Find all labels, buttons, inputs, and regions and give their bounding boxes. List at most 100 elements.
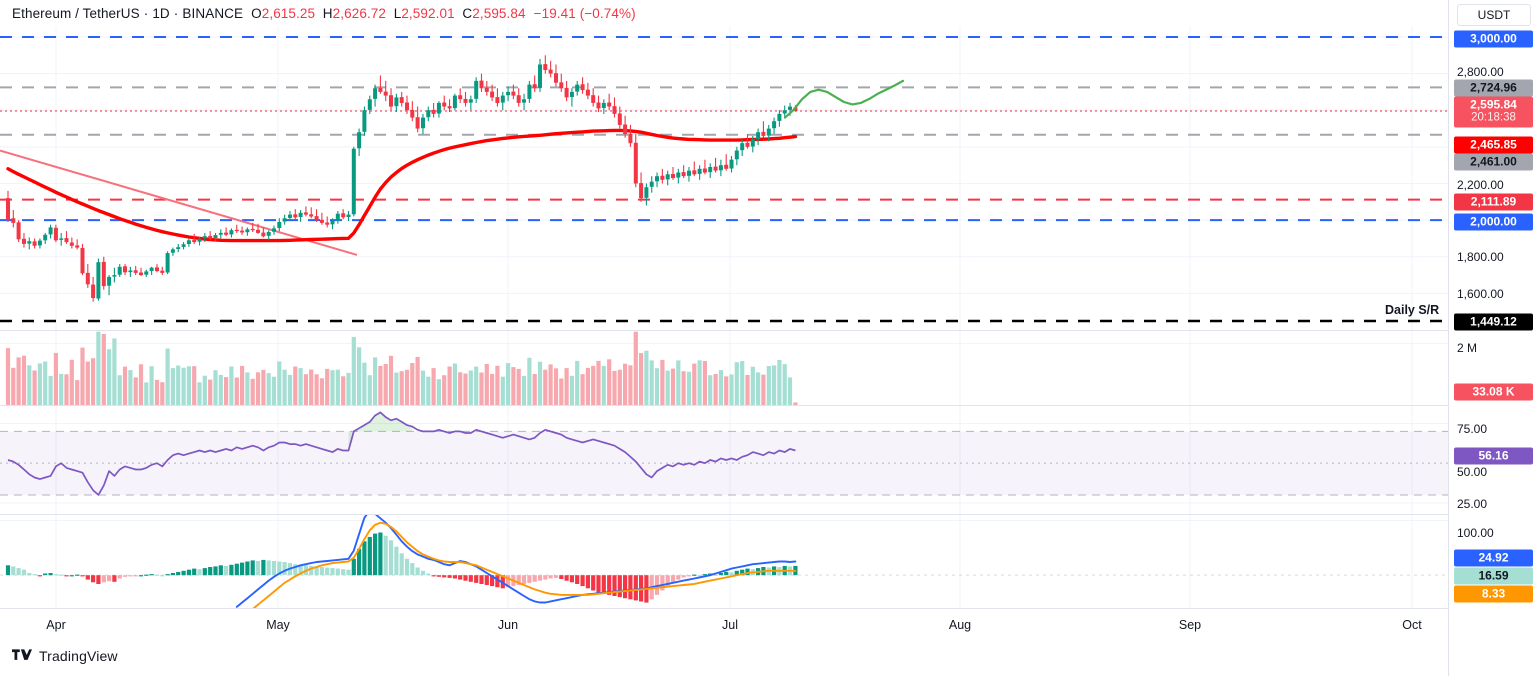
macd-signal-line[interactable]	[252, 521, 797, 608]
macd-histogram-bar	[521, 575, 527, 584]
macd-histogram-bar	[468, 575, 473, 582]
pane-separator-price-volume[interactable]	[0, 330, 1448, 331]
volume-bar	[255, 372, 261, 405]
volume-bar	[506, 363, 511, 405]
candle-body	[309, 214, 314, 217]
macd-histogram-bar	[282, 562, 287, 576]
candle-body	[112, 275, 117, 277]
macd-histogram-bar	[133, 575, 138, 577]
axis-price-tag[interactable]: 2,595.84 20:18:38	[1454, 96, 1533, 128]
axis-price-tag[interactable]: 24.92	[1454, 549, 1533, 567]
time-axis[interactable]: Apr May Jun Jul Aug Sep Oct	[0, 608, 1448, 641]
candle-body	[660, 175, 665, 180]
currency-unit-badge[interactable]: USDT	[1457, 4, 1531, 26]
forecast-projection-line[interactable]	[783, 79, 905, 119]
macd-histogram-bar	[149, 574, 154, 576]
candle-body	[458, 95, 463, 100]
axis-price-tag[interactable]: 3,000.00	[1454, 30, 1533, 48]
macd-histogram-bar	[458, 575, 463, 580]
volume-bar	[208, 379, 213, 405]
candle-body	[761, 131, 766, 136]
candle-body	[277, 222, 282, 228]
candle-body	[160, 270, 165, 273]
time-axis-label: May	[266, 618, 290, 632]
interval-label[interactable]: 1D	[152, 5, 170, 21]
pane-separator-rsi-macd[interactable]	[0, 514, 1448, 515]
volume-bar	[351, 336, 356, 405]
rsi-line[interactable]	[7, 411, 796, 496]
macd-histogram-bar	[410, 563, 415, 576]
volume-bar	[686, 371, 692, 405]
volume-bar	[713, 374, 718, 405]
candle-body	[22, 238, 26, 244]
candle-body	[107, 276, 112, 286]
volume-bar	[447, 366, 452, 405]
exchange-label[interactable]: BINANCE	[182, 5, 244, 21]
axis-price-tag[interactable]: 2,465.85	[1454, 136, 1533, 154]
macd-line[interactable]	[235, 515, 797, 608]
candle-body	[463, 98, 468, 103]
axis-tick-label: 25.00	[1457, 497, 1488, 511]
trendline[interactable]	[0, 149, 358, 256]
volume-bar	[80, 347, 85, 405]
macd-histogram-bar	[745, 568, 750, 576]
macd-histogram-bar	[309, 565, 314, 576]
candle-body	[559, 82, 564, 89]
volume-bar	[181, 367, 186, 405]
rsi-chart-svg	[0, 406, 1448, 514]
axis-price-tag[interactable]: 2,461.00	[1454, 153, 1533, 171]
macd-pane[interactable]	[0, 515, 1448, 608]
volume-bar	[463, 373, 468, 405]
macd-histogram-bar	[442, 575, 447, 578]
open-value: 2,615.25	[261, 5, 316, 21]
volume-bar	[287, 374, 293, 405]
macd-histogram-bar	[718, 573, 723, 576]
macd-histogram-bar	[271, 561, 277, 576]
axis-price-tag[interactable]: 33.08 K	[1454, 383, 1533, 401]
axis-price-tag[interactable]: 2,724.96	[1454, 79, 1533, 97]
macd-histogram-bar	[80, 575, 85, 577]
axis-price-tag[interactable]: 2,111.89	[1454, 193, 1533, 211]
candle-body	[240, 230, 245, 233]
macd-histogram-bar	[729, 572, 734, 576]
symbol-name[interactable]: Ethereum / TetherUS	[12, 5, 140, 21]
macd-histogram-bar	[255, 561, 261, 576]
macd-histogram-bar	[527, 575, 532, 583]
pane-separator-volume-rsi[interactable]	[0, 405, 1448, 406]
macd-histogram-bar	[5, 565, 11, 576]
volume-bar	[660, 359, 665, 405]
macd-histogram-bar	[575, 575, 580, 584]
volume-bar	[782, 364, 787, 405]
time-axis-label: Oct	[1402, 618, 1422, 632]
macd-histogram-bar	[229, 564, 234, 576]
axis-price-tag[interactable]: 8.33	[1454, 585, 1533, 603]
macd-histogram-bar	[240, 562, 245, 576]
macd-histogram-bar	[660, 575, 665, 591]
moving-average-line[interactable]	[6, 128, 798, 243]
axis-price-tag[interactable]: 1,449.12	[1454, 313, 1533, 331]
axis-price-tag[interactable]: 56.16	[1454, 447, 1533, 465]
candlestick-series[interactable]	[6, 55, 798, 302]
macd-histogram-bar	[553, 575, 559, 578]
volume-bar	[346, 372, 351, 405]
candle-body	[426, 110, 431, 118]
candle-body	[452, 95, 457, 109]
volume-bar	[399, 371, 404, 405]
candle-body	[750, 139, 755, 147]
volume-bar	[112, 338, 117, 405]
macd-histogram-bar	[351, 558, 356, 576]
price-pane[interactable]	[0, 26, 1448, 330]
rsi-pane[interactable]	[0, 406, 1448, 514]
volume-bar	[303, 374, 308, 405]
price-axis[interactable]: USDT 2,800.00 2,200.00 1,800.00 1,600.00 2 M…	[1448, 0, 1536, 676]
volume-plot	[0, 331, 1448, 405]
axis-price-tag[interactable]: 16.59	[1454, 567, 1533, 585]
axis-tick-label: 75.00	[1457, 422, 1488, 436]
macd-histogram-bar	[617, 575, 622, 598]
volume-bar	[681, 371, 686, 405]
volume-bar	[548, 364, 553, 405]
volume-pane[interactable]	[0, 331, 1448, 405]
axis-price-tag[interactable]: 2,000.00	[1454, 213, 1533, 231]
candle-body	[532, 84, 537, 89]
candle-body	[357, 132, 362, 149]
